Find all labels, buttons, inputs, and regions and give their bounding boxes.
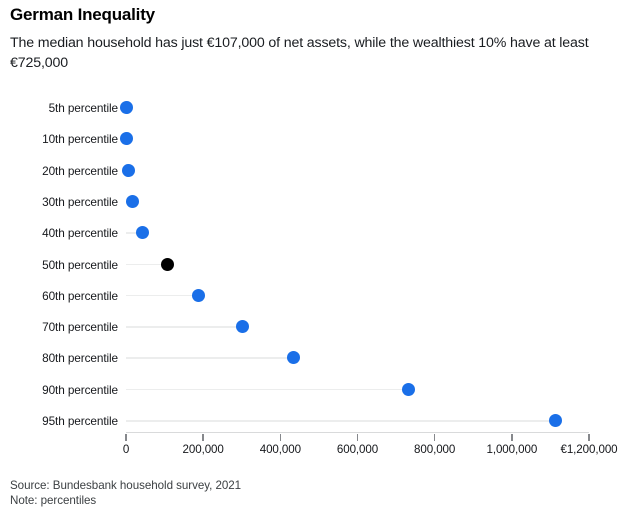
x-tick-label: 600,000 [336, 443, 379, 456]
x-tick-mark [433, 434, 436, 441]
x-tick-label: 400,000 [259, 443, 301, 456]
row-label-70th-percentile: 70th percentile [42, 320, 118, 335]
data-point-5th-percentile[interactable] [119, 101, 133, 114]
row-label-90th-percentile: 90th percentile [42, 382, 118, 397]
data-row: 5th percentile [0, 98, 640, 118]
row-label-5th-percentile: 5th percentile [48, 101, 119, 115]
chart-footer: Source: Bundesbank household survey, 202… [10, 478, 241, 508]
row-label-10th-percentile: 10th percentile [42, 132, 118, 147]
row-label-30th-percentile: 30th percentile [42, 194, 118, 209]
data-point-80th-percentile[interactable] [286, 351, 300, 365]
row-label-20th-percentile: 20th percentile [42, 163, 118, 178]
data-row: 60th percentile [0, 286, 640, 306]
x-tick-label: 800,000 [414, 443, 456, 456]
data-row: 90th percentile [0, 380, 640, 400]
x-tick-label: €1,200,000 [560, 443, 618, 456]
x-axis-line [126, 432, 589, 434]
row-connector-line [126, 294, 194, 297]
data-row: 40th percentile [0, 223, 640, 243]
row-label-40th-percentile: 40th percentile [42, 226, 118, 241]
chart-subtitle: The median household has just €107,000 o… [10, 35, 589, 71]
source-text: Source: Bundesbank household survey, 202… [10, 479, 242, 492]
x-tick-mark [279, 434, 282, 441]
data-point-10th-percentile[interactable] [119, 132, 133, 146]
data-row: 10th percentile [0, 129, 640, 149]
data-row: 95th percentile [0, 411, 640, 431]
row-connector-line [126, 326, 238, 328]
x-tick-mark [511, 434, 513, 441]
plot-area: 5th percentile 10th percentile 20th percen… [0, 90, 640, 456]
note-text: Note: percentiles [10, 494, 97, 507]
data-point-95th-percentile[interactable] [549, 414, 563, 427]
data-row: 20th percentile [0, 161, 640, 181]
row-label-95th-percentile: 95th percentile [42, 414, 118, 428]
x-tick-mark [356, 434, 359, 441]
x-tick-mark [588, 434, 590, 441]
x-tick-label: 0 [122, 443, 130, 456]
row-connector-line [126, 388, 404, 391]
row-label-60th-percentile: 60th percentile [42, 288, 118, 303]
row-connector-line [126, 357, 289, 359]
row-connector-line [126, 263, 163, 266]
data-row: 30th percentile [0, 192, 640, 212]
x-tick-label: 200,000 [182, 443, 224, 456]
data-point-50th-percentile[interactable] [160, 257, 174, 271]
page-title: German Inequality [10, 5, 155, 24]
x-tick-label: 1,000,000 [486, 443, 538, 456]
data-row: 80th percentile [0, 348, 640, 368]
data-point-70th-percentile[interactable] [235, 320, 249, 334]
row-connector-line [126, 232, 138, 234]
data-row: 70th percentile [0, 317, 640, 337]
row-connector-line [126, 420, 551, 422]
x-tick-mark [125, 434, 127, 441]
row-label-50th-percentile: 50th percentile [42, 257, 118, 272]
row-label-80th-percentile: 80th percentile [42, 351, 118, 366]
data-point-40th-percentile[interactable] [136, 226, 150, 240]
data-point-20th-percentile[interactable] [121, 163, 135, 177]
data-point-90th-percentile[interactable] [401, 382, 415, 396]
x-tick-mark [202, 434, 204, 441]
data-point-60th-percentile[interactable] [191, 288, 205, 302]
data-point-30th-percentile[interactable] [126, 194, 140, 208]
data-row: 50th percentile [0, 255, 640, 275]
